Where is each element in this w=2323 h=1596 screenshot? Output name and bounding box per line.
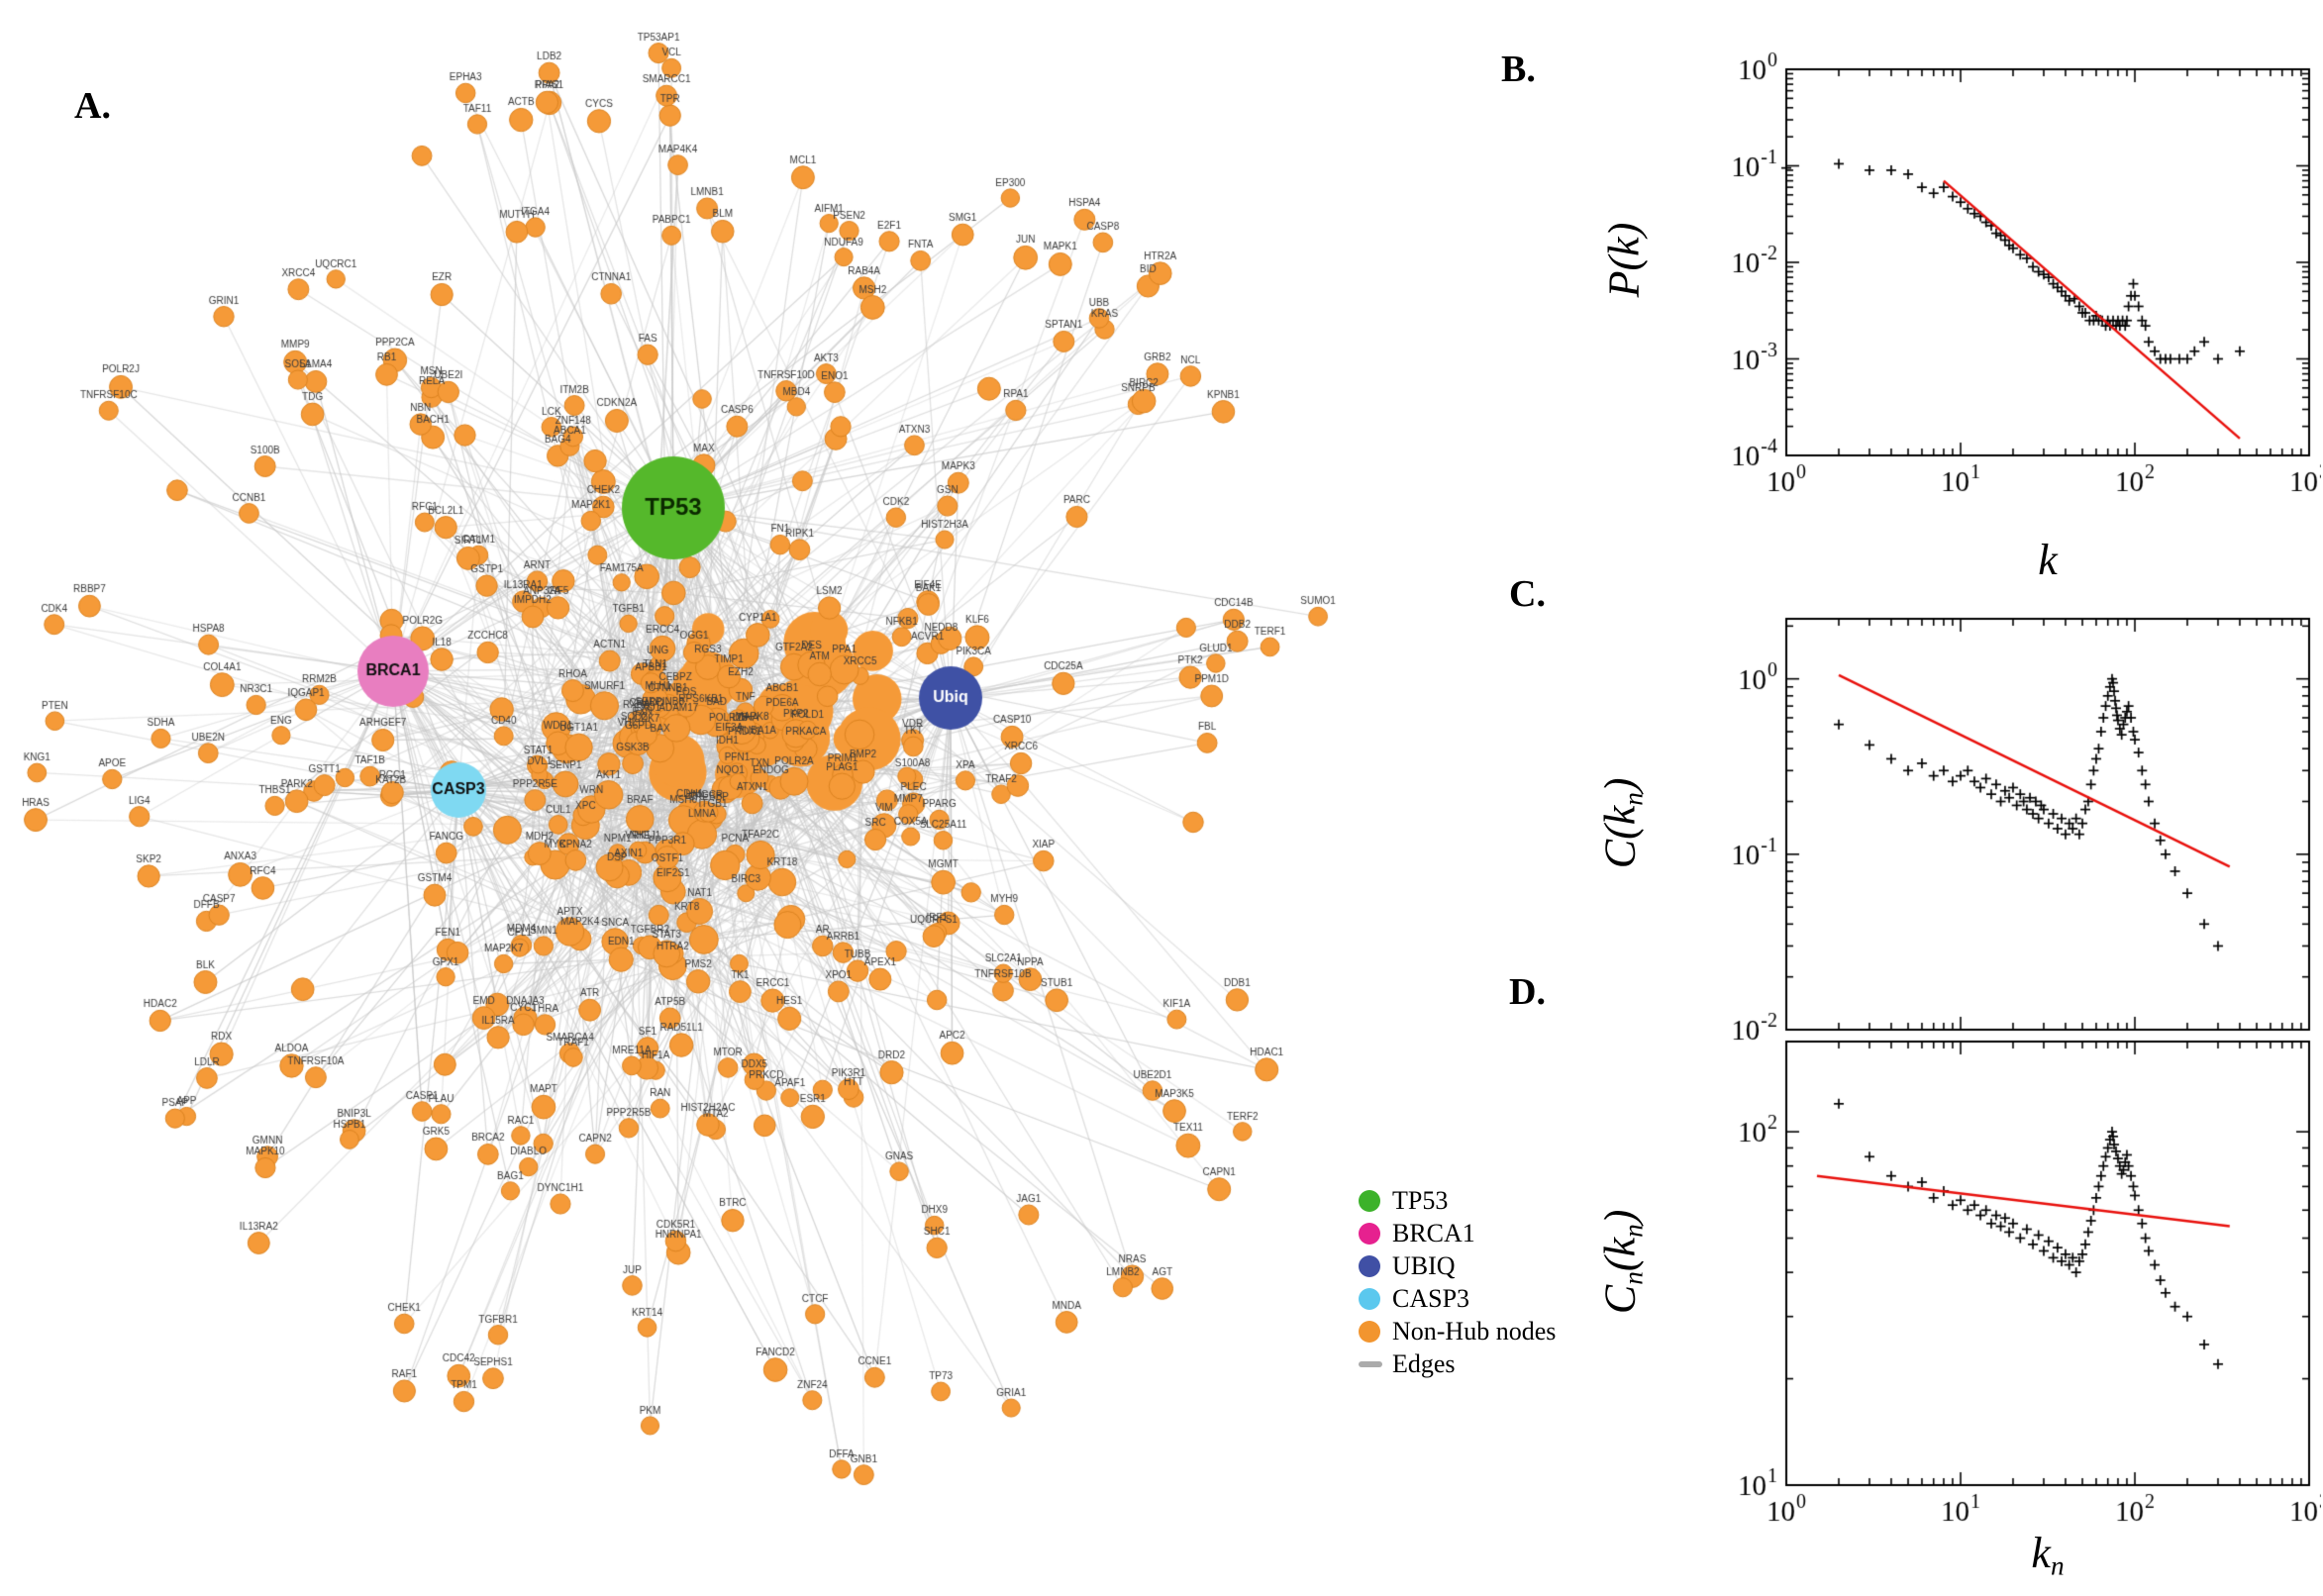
ubiq-color-swatch — [1359, 1254, 1380, 1277]
plot-d-xlabel-subscript: n — [2050, 1550, 2065, 1581]
legend-label-brca1: BRCA1 — [1392, 1218, 1475, 1247]
panel-c-label: C. — [1509, 573, 1546, 615]
plot-d-ylabel-sub1: n — [1618, 1271, 1649, 1285]
legend-label-edges: Edges — [1392, 1348, 1456, 1378]
neighborhood-connectivity-plot — [1675, 1040, 2321, 1596]
plot-d-ylabel-c: C — [1595, 1284, 1645, 1315]
plot-d-ylabel-k: (k — [1595, 1237, 1645, 1272]
legend-item-ubiq: UBIQ — [1359, 1249, 1556, 1282]
legend-label-nonhub: Non-Hub nodes — [1392, 1316, 1557, 1346]
plot-d-xlabel: kn — [2008, 1528, 2087, 1582]
plot-b-ylabel: P(k) — [1599, 222, 1649, 298]
casp3-color-swatch — [1359, 1287, 1380, 1310]
legend-label-casp3: CASP3 — [1392, 1283, 1470, 1313]
legend-item-brca1: BRCA1 — [1359, 1217, 1556, 1249]
plot-c-ylabel-close: ) — [1595, 777, 1645, 793]
plot-b-xlabel: k — [2038, 536, 2058, 584]
panel-d-label: D. — [1509, 971, 1546, 1013]
brca1-color-swatch — [1359, 1222, 1380, 1245]
clustering-coefficient-plot — [1675, 604, 2321, 1059]
plot-c-ylabel-main: C(k — [1595, 805, 1645, 869]
legend-item-nonhub: Non-Hub nodes — [1359, 1315, 1556, 1347]
plot-d-ylabel-close: ) — [1595, 1209, 1645, 1225]
legend-item-casp3: CASP3 — [1359, 1282, 1556, 1315]
nonhub-color-swatch — [1359, 1320, 1380, 1343]
plot-d-ylabel: Cn(kn) — [1595, 1113, 1650, 1410]
legend-label-ubiq: UBIQ — [1392, 1250, 1456, 1280]
plot-c-ylabel-subscript: n — [1618, 792, 1649, 806]
legend-label-tp53: TP53 — [1392, 1185, 1449, 1215]
panel-b-label: B. — [1501, 49, 1536, 90]
legend-item-tp53: TP53 — [1359, 1184, 1556, 1217]
degree-distribution-plot — [1675, 40, 2321, 594]
tp53-color-swatch — [1359, 1189, 1380, 1212]
plot-d-ylabel-sub2: n — [1618, 1224, 1649, 1238]
network-legend: TP53 BRCA1 UBIQ CASP3 Non-Hub nodes Edge… — [1359, 1184, 1556, 1380]
protein-network-graph — [0, 0, 1545, 1596]
edges-line-swatch — [1359, 1360, 1382, 1367]
plot-c-ylabel: C(kn) — [1595, 674, 1650, 971]
legend-item-edges: Edges — [1359, 1347, 1556, 1380]
plot-d-xlabel-k: k — [2031, 1529, 2051, 1577]
